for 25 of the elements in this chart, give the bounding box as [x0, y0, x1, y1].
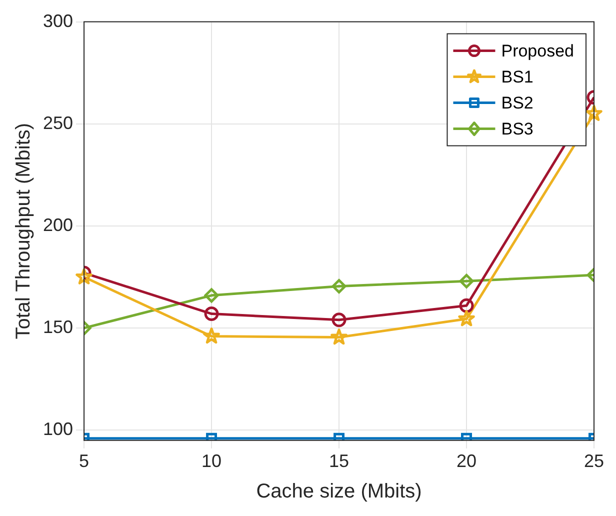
legend-label: Proposed — [501, 41, 574, 60]
legend-label: BS2 — [501, 93, 534, 112]
y-axis-title: Total Throughput (Mbits) — [12, 122, 35, 340]
x-tick-label: 25 — [584, 451, 604, 472]
x-tick-label: 15 — [329, 451, 350, 472]
x-tick-label: 20 — [456, 451, 477, 472]
point — [330, 328, 348, 345]
point — [204, 306, 219, 322]
x-tick-label: 10 — [202, 451, 222, 472]
point — [458, 310, 475, 326]
y-tick-label: 200 — [42, 214, 74, 235]
legend-label: BS3 — [501, 119, 534, 138]
legend-label: BS1 — [501, 67, 534, 86]
y-tick-label: 100 — [42, 419, 74, 440]
point — [204, 288, 219, 303]
point — [332, 278, 346, 294]
x-tick-label: 5 — [79, 451, 90, 472]
y-tick-label: 300 — [42, 10, 74, 31]
point — [459, 298, 474, 313]
y-tick-label: 250 — [42, 112, 74, 133]
point — [332, 312, 346, 328]
x-axis-title: Cache size (Mbits) — [256, 480, 422, 503]
point — [203, 328, 220, 344]
point — [459, 274, 474, 288]
y-tick-label: 150 — [42, 317, 74, 338]
